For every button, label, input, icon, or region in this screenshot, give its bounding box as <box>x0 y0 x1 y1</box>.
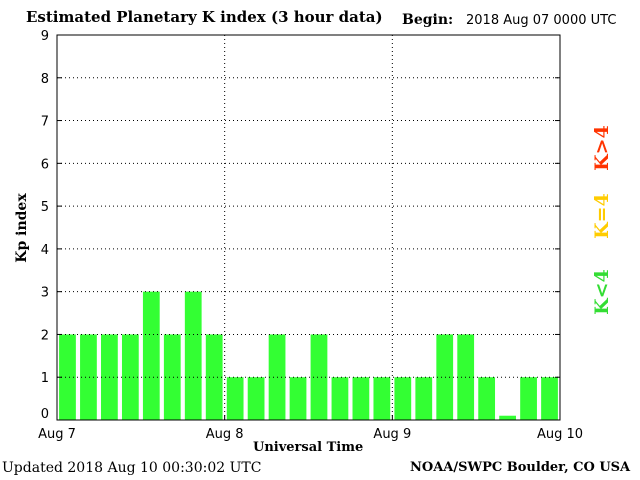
plot-frame <box>56 34 561 421</box>
kp-bar <box>226 377 244 420</box>
x-axis-label: Universal Time <box>253 440 364 455</box>
y-tick-label: 6 <box>41 157 49 172</box>
kp-bar <box>478 377 496 420</box>
y-tick-label: 5 <box>41 200 49 215</box>
kp-bar <box>205 334 223 420</box>
x-tick-label: Aug 8 <box>206 427 244 442</box>
y-tick-label: 2 <box>41 328 49 343</box>
kp-bar <box>436 334 454 420</box>
kp-bar <box>163 334 181 420</box>
x-tick-label: Aug 10 <box>537 427 583 442</box>
chart-title: Estimated Planetary K index (3 hour data… <box>26 8 383 26</box>
kp-bar <box>121 334 139 420</box>
kp-bar <box>80 334 97 420</box>
kp-bar <box>520 377 537 420</box>
kp-bar <box>184 291 202 420</box>
kp-bar <box>247 377 265 420</box>
y-tick-label: 1 <box>41 371 49 386</box>
kp-bar <box>310 334 328 420</box>
updated-timestamp: Updated 2018 Aug 10 00:30:02 UTC <box>2 460 262 476</box>
y-axis-label: Kp index <box>14 193 30 263</box>
kp-bar <box>415 377 433 420</box>
kp-bar <box>142 291 160 420</box>
kp-bar <box>541 377 558 420</box>
begin-label: Begin: <box>402 12 454 28</box>
kp-bar <box>499 415 516 420</box>
kp-bar <box>373 377 391 420</box>
y-tick-label: 3 <box>41 286 49 301</box>
kp-bar <box>59 334 76 420</box>
kp-bar <box>352 377 370 420</box>
kp-bar <box>394 377 412 420</box>
legend-k-greater-4: K>4 <box>591 125 613 171</box>
y-tick-label: 9 <box>41 29 49 44</box>
y-tick-label: 0 <box>41 407 49 422</box>
y-tick-label: 4 <box>41 243 49 258</box>
x-tick-label: Aug 7 <box>38 427 76 442</box>
y-tick-label: 7 <box>41 115 49 130</box>
credit-line: NOAA/SWPC Boulder, CO USA <box>410 460 631 475</box>
kp-bar <box>331 377 349 420</box>
kp-bar <box>289 377 307 420</box>
y-tick-label: 8 <box>41 72 49 87</box>
legend-k-equal-4: K=4 <box>591 193 613 239</box>
legend-k-less-4: K<4 <box>591 269 613 315</box>
x-tick-label: Aug 9 <box>373 427 411 442</box>
begin-value: 2018 Aug 07 0000 UTC <box>466 13 617 28</box>
